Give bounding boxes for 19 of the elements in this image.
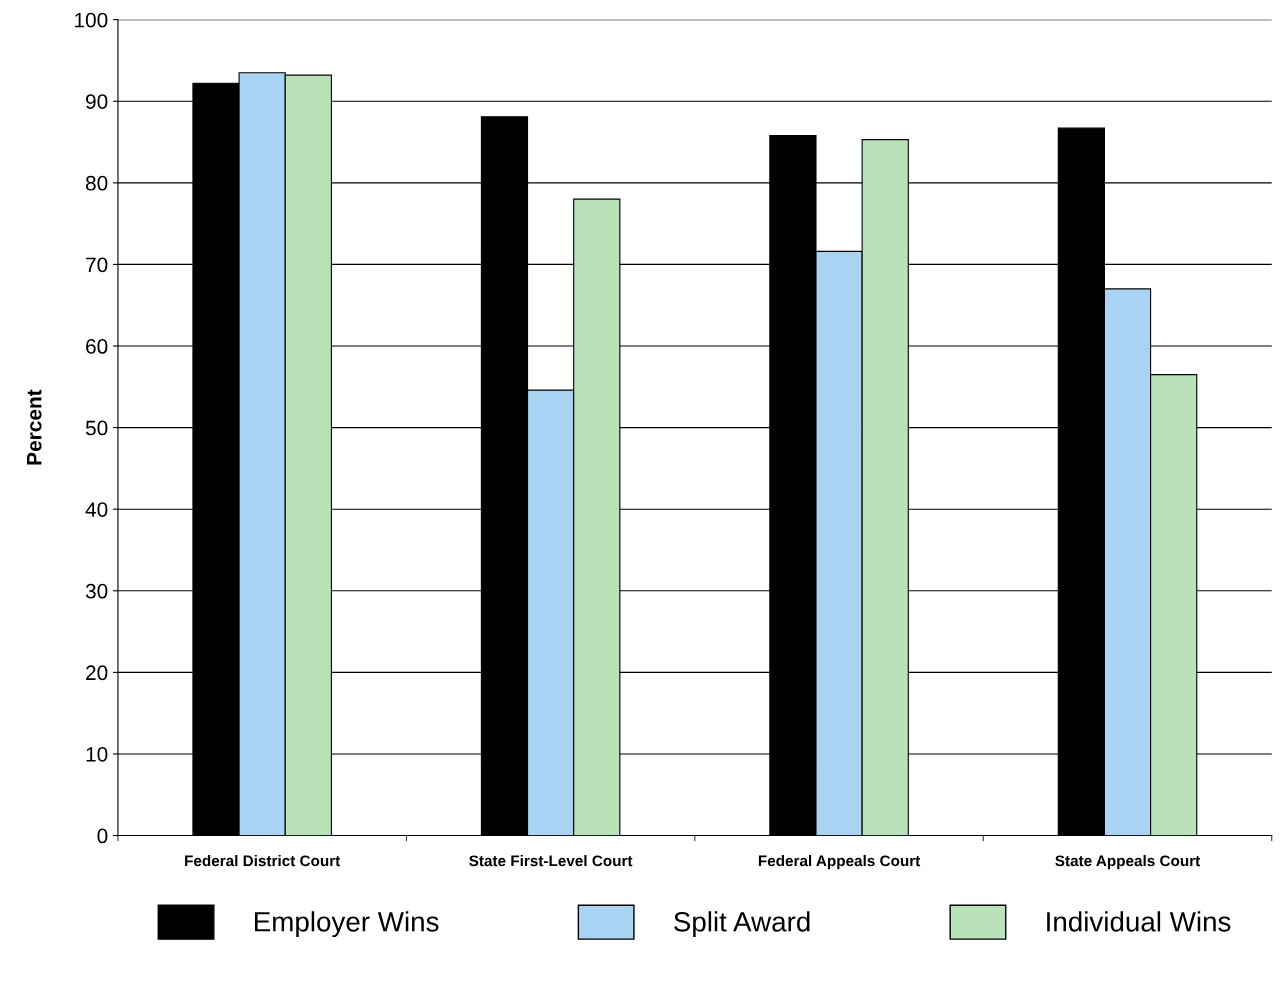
y-tick-label: 100 (75, 12, 108, 28)
y-tick-label: 40 (85, 502, 108, 517)
legend-label: Split Award (674, 911, 810, 938)
y-tick-label: 30 (85, 583, 108, 599)
y-tick-label: 0 (97, 828, 108, 844)
y-tick-label: 60 (86, 339, 108, 354)
y-tick-label: 90 (86, 94, 108, 109)
y-tick-label: 70 (86, 257, 108, 273)
y-tick-label: 50 (85, 420, 108, 436)
legend-label: Individual Wins (1047, 911, 1231, 932)
x-tick-label: State Appeals Court (1055, 854, 1201, 870)
x-tick-label: Federal Appeals Court (758, 854, 921, 870)
y-axis-title: Percent (27, 389, 42, 465)
x-tick-label: State First-Level Court (469, 854, 633, 867)
y-tick-label: 80 (85, 175, 108, 191)
y-tick-label: 10 (86, 746, 108, 762)
x-tick-label: Federal District Court (185, 854, 341, 867)
legend-label: Employer Wins (254, 911, 439, 938)
y-tick-label: 20 (86, 665, 108, 681)
